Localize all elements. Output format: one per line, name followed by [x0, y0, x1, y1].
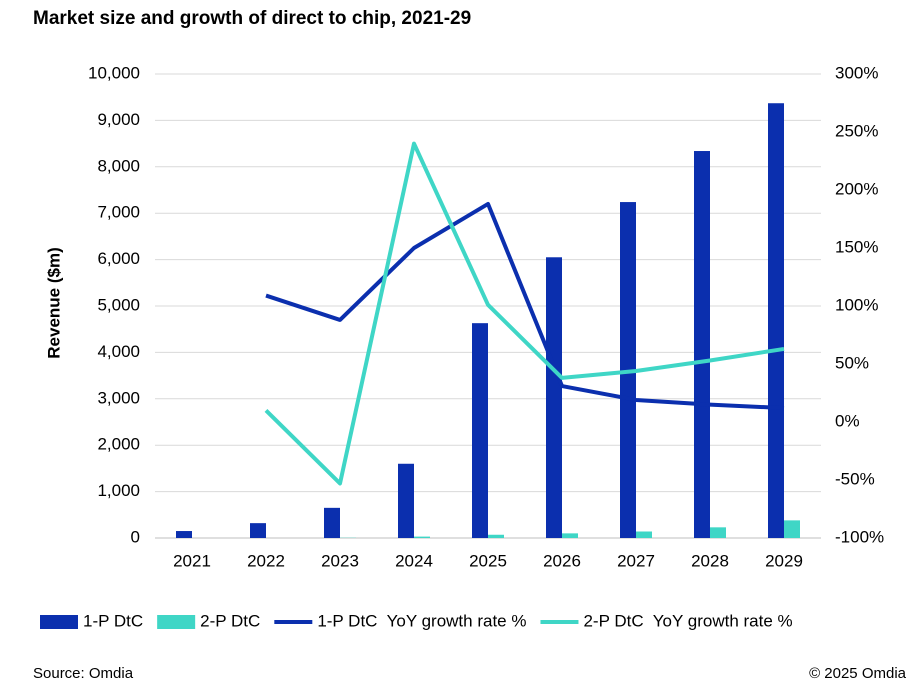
y-tick-label: 8,000 — [97, 156, 140, 175]
y2-tick-label: 300% — [835, 63, 878, 82]
y2-tick-label: 200% — [835, 179, 878, 198]
bar — [176, 531, 192, 538]
bar — [636, 532, 652, 538]
x-tick-label: 2021 — [173, 551, 211, 570]
y2-tick-label: 50% — [835, 353, 869, 372]
bar — [324, 508, 340, 538]
y2-tick-label: 150% — [835, 237, 878, 256]
x-tick-label: 2025 — [469, 551, 507, 570]
legend-label: 1-P DtC — [83, 611, 143, 630]
legend-label: 2-P DtC YoY growth rate % — [583, 611, 792, 630]
bar — [546, 257, 562, 538]
copyright: © 2025 Omdia — [809, 665, 907, 682]
legend-swatch — [40, 615, 78, 629]
x-tick-label: 2028 — [691, 551, 729, 570]
y-tick-label: 2,000 — [97, 435, 140, 454]
y-tick-label: 6,000 — [97, 249, 140, 268]
y-tick-label: 9,000 — [97, 110, 140, 129]
x-tick-label: 2024 — [395, 551, 433, 570]
y-tick-label: 0 — [131, 527, 140, 546]
y2-tick-label: -50% — [835, 469, 875, 488]
bar — [562, 533, 578, 538]
y2-tick-label: -100% — [835, 527, 884, 546]
y-tick-label: 5,000 — [97, 295, 140, 314]
legend-label: 2-P DtC — [200, 611, 260, 630]
x-tick-label: 2023 — [321, 551, 359, 570]
y-tick-label: 7,000 — [97, 203, 140, 222]
y2-tick-label: 0% — [835, 411, 860, 430]
y-axis-label: Revenue ($m) — [44, 247, 63, 358]
y-tick-label: 3,000 — [97, 388, 140, 407]
source: Source: Omdia — [33, 665, 134, 682]
bar — [250, 523, 266, 538]
bar — [472, 323, 488, 538]
y2-tick-label: 250% — [835, 121, 878, 140]
x-tick-label: 2022 — [247, 551, 285, 570]
y-tick-label: 1,000 — [97, 481, 140, 500]
bar — [398, 464, 414, 538]
bar — [414, 537, 430, 538]
y-tick-label: 4,000 — [97, 342, 140, 361]
bar — [768, 103, 784, 538]
x-tick-label: 2026 — [543, 551, 581, 570]
y2-tick-label: 100% — [835, 295, 878, 314]
y-tick-label: 10,000 — [88, 63, 140, 82]
bar — [694, 151, 710, 538]
x-tick-label: 2029 — [765, 551, 803, 570]
bar — [784, 520, 800, 538]
legend-label: 1-P DtC YoY growth rate % — [317, 611, 526, 630]
chart-title: Market size and growth of direct to chip… — [33, 8, 471, 29]
bar — [488, 535, 504, 538]
bar — [710, 527, 726, 538]
x-tick-label: 2027 — [617, 551, 655, 570]
legend-swatch — [157, 615, 195, 629]
